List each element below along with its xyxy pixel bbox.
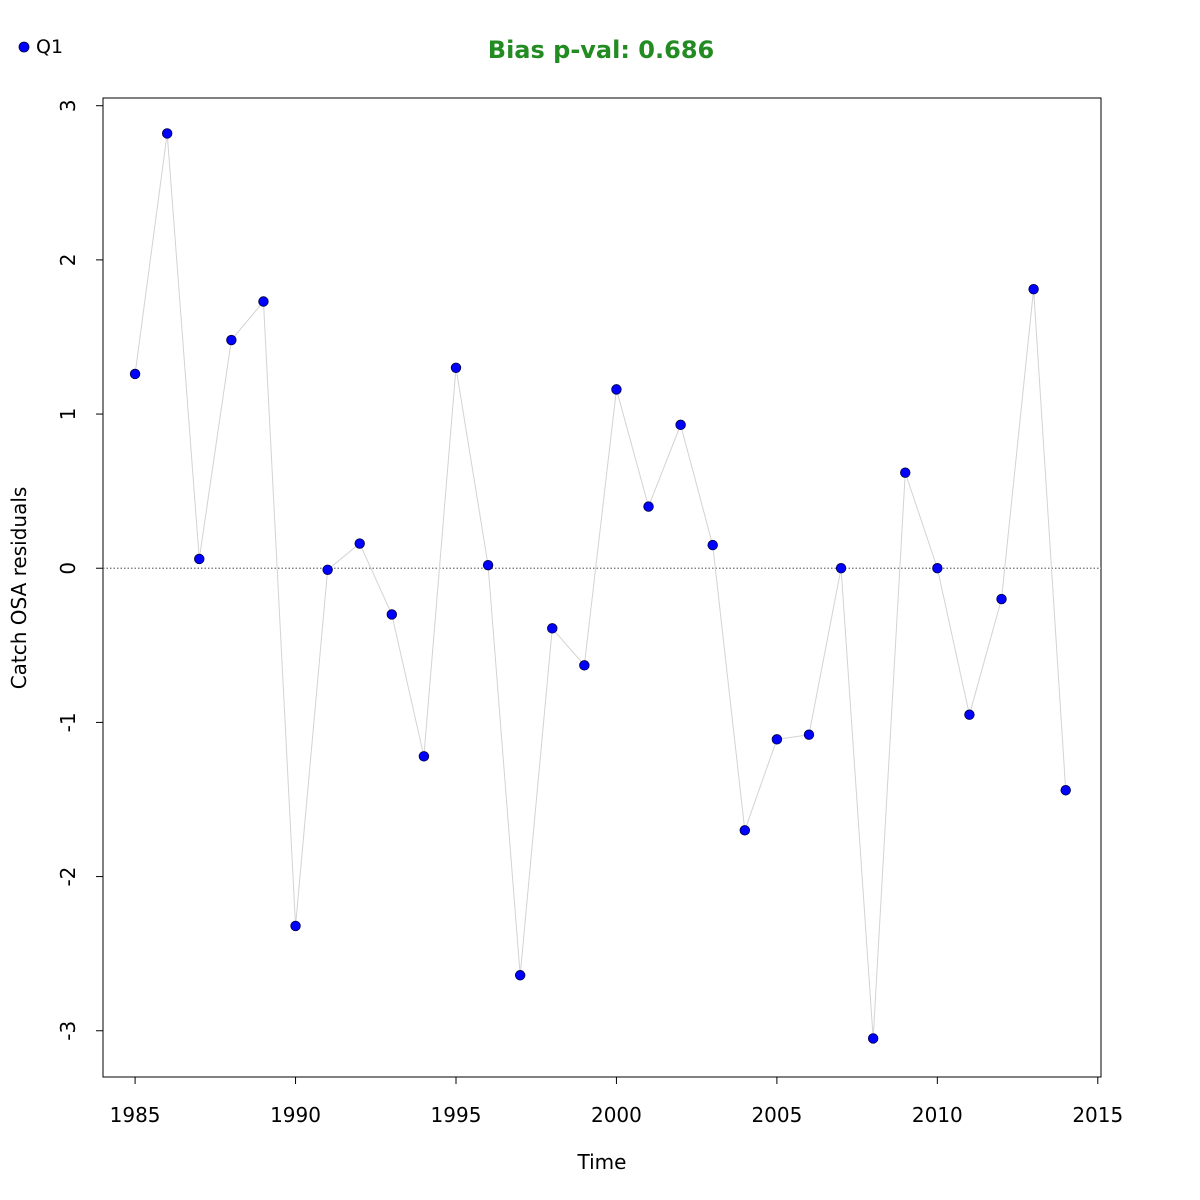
data-point	[707, 539, 718, 551]
x-tick-label: 2005	[751, 1103, 802, 1127]
connector-segment	[455, 367, 489, 566]
plot-frame	[102, 97, 1102, 1078]
y-tick-label: 2	[56, 254, 80, 267]
data-point	[482, 559, 494, 571]
data-point	[771, 734, 783, 745]
connector-segment	[1001, 289, 1035, 600]
series-points	[129, 128, 1071, 1044]
connector-segment	[872, 472, 906, 1039]
connector-segment	[166, 133, 200, 560]
x-axis-title: Time	[577, 1150, 627, 1174]
connector-segment	[327, 543, 361, 571]
connector-segment	[230, 301, 264, 341]
data-point	[194, 553, 205, 565]
connector-segment	[968, 598, 1003, 715]
y-tick-label: -3	[56, 1021, 80, 1041]
data-point	[611, 384, 622, 395]
data-point	[579, 660, 590, 671]
connector-segment	[551, 628, 585, 666]
connector-segment	[295, 569, 329, 926]
connector-segment	[615, 389, 650, 507]
data-point	[996, 593, 1007, 605]
connector-segment	[712, 545, 746, 831]
data-point	[900, 467, 911, 478]
data-point	[675, 419, 686, 431]
connector-segment	[840, 568, 874, 1039]
x-axis: 1985 1990 1995 2000 2005 2010 2015	[110, 1076, 1123, 1127]
data-point	[964, 709, 975, 720]
connector-segment	[744, 739, 778, 831]
data-point	[547, 623, 558, 634]
data-point	[354, 538, 365, 549]
y-axis-title: Catch OSA residuals	[7, 487, 31, 690]
data-point	[867, 1033, 879, 1044]
data-point	[803, 729, 815, 740]
y-tick-label: -1	[56, 712, 80, 732]
x-tick-label: 2015	[1072, 1103, 1123, 1127]
x-tick-label: 1995	[431, 1103, 482, 1127]
data-point	[129, 368, 141, 380]
legend-marker-q1	[18, 41, 30, 53]
connector-segment	[1033, 289, 1067, 791]
connector-segment	[359, 543, 393, 615]
chart-title: Bias p-val: 0.686	[488, 36, 714, 64]
y-tick-label: 0	[56, 562, 80, 575]
y-axis: -3 -2 -1 0 1 2 3	[56, 99, 104, 1041]
y-tick-label: -2	[56, 867, 80, 887]
connector-segment	[583, 389, 617, 666]
x-tick-label: 2010	[912, 1103, 963, 1127]
data-point	[450, 362, 462, 374]
connector-segment	[391, 614, 425, 757]
data-point	[322, 564, 333, 575]
connector-segment	[134, 133, 168, 375]
x-tick-label: 1990	[270, 1103, 321, 1127]
data-point	[226, 334, 237, 346]
series-connector-lines	[134, 133, 1067, 1039]
connector-segment	[423, 367, 457, 757]
data-point	[643, 501, 654, 512]
data-point	[835, 563, 847, 574]
y-tick-label: 3	[56, 99, 80, 112]
connector-segment	[776, 734, 810, 740]
data-point	[739, 825, 751, 836]
connector-segment	[808, 568, 842, 735]
data-point	[258, 296, 269, 307]
legend-label-q1: Q1	[36, 36, 63, 58]
legend: Q1	[18, 36, 63, 58]
connector-segment	[936, 568, 970, 715]
connector-segment	[487, 565, 521, 976]
x-tick-label: 1985	[110, 1103, 161, 1127]
connector-segment	[904, 472, 938, 569]
connector-segment	[519, 628, 553, 976]
connector-segment	[198, 339, 232, 560]
connector-segment	[680, 424, 714, 546]
data-point	[1060, 785, 1071, 796]
data-point	[932, 563, 943, 574]
data-point	[386, 609, 398, 620]
connector-segment	[262, 301, 297, 926]
data-point	[418, 751, 430, 762]
data-point	[514, 970, 526, 981]
data-point	[1028, 283, 1039, 295]
x-tick-label: 2000	[591, 1103, 642, 1127]
data-point	[161, 128, 173, 139]
data-point	[290, 920, 301, 932]
y-tick-label: 1	[56, 408, 80, 421]
connector-segment	[648, 424, 682, 507]
